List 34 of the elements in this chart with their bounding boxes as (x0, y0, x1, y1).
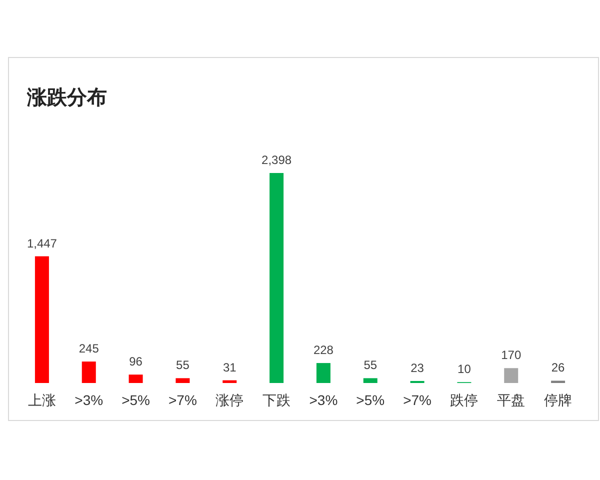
bar (363, 378, 378, 383)
x-tick-label: >7% (403, 392, 432, 408)
bar (176, 378, 190, 383)
x-tick-label: 停牌 (544, 392, 572, 408)
x-tick-label: >5% (122, 392, 150, 408)
data-label: 228 (313, 343, 334, 358)
x-tick-label: 跌停 (450, 392, 478, 408)
bar (222, 380, 237, 383)
data-label: 31 (222, 360, 237, 374)
data-label: 2,398 (262, 153, 292, 167)
x-tick-label: 平盘 (497, 392, 526, 408)
x-tick-label: >3% (309, 392, 338, 408)
bar (316, 363, 330, 383)
bar (504, 368, 518, 383)
bar (128, 374, 143, 383)
x-tick-label: 下跌 (262, 392, 291, 408)
data-label: 55 (176, 358, 190, 372)
data-label: 10 (458, 362, 472, 376)
data-label: 96 (129, 354, 143, 369)
x-tick-label: 上涨 (28, 392, 56, 408)
x-tick-label: >7% (168, 392, 197, 408)
data-label: 1,447 (26, 236, 58, 250)
bar (270, 173, 284, 383)
chart-title: 涨跌分布 (26, 87, 107, 109)
bar (34, 256, 49, 383)
x-tick-label: 涨停 (216, 392, 244, 408)
data-label: 23 (410, 360, 424, 375)
bar (82, 362, 96, 383)
data-label: 26 (551, 360, 566, 375)
data-label: 55 (364, 358, 378, 372)
x-tick-label: >3% (74, 392, 104, 408)
data-label: 245 (78, 342, 100, 356)
x-tick-label: >5% (356, 392, 385, 408)
data-label: 170 (501, 348, 522, 362)
